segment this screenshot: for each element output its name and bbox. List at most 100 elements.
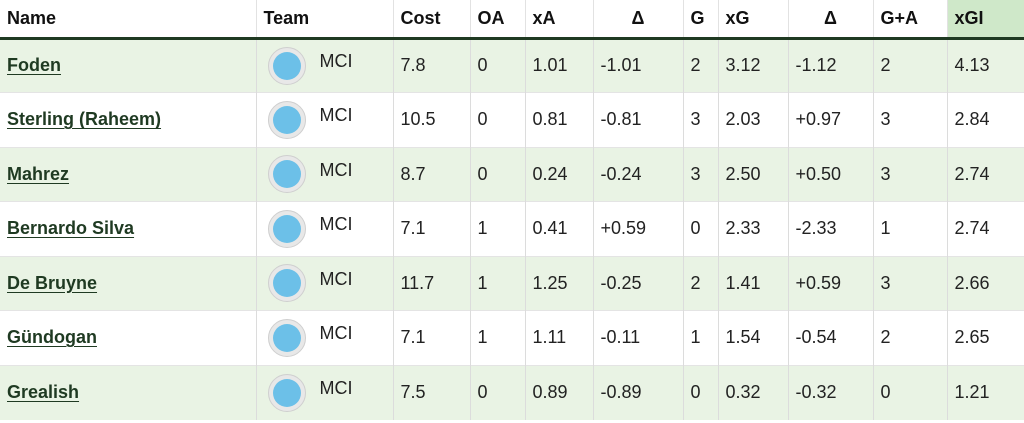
delta-g-cell: +0.97	[788, 92, 874, 147]
cost-cell: 7.5	[393, 364, 471, 420]
player-name-link[interactable]: Sterling (Raheem)	[7, 109, 162, 130]
xa-cell: 1.25	[525, 255, 594, 311]
player-name-link[interactable]: Bernardo Silva	[7, 218, 135, 239]
header-oa[interactable]: OA	[470, 0, 526, 40]
xa-cell: 0.89	[525, 364, 594, 420]
xgi-cell: 4.13	[947, 37, 1024, 93]
ga-cell: 2	[873, 310, 948, 365]
g-cell: 3	[683, 146, 719, 202]
xgi-cell: 2.66	[947, 255, 1024, 311]
oa-cell: 0	[470, 146, 526, 202]
xa-cell: 0.41	[525, 201, 594, 256]
cost-cell: 7.1	[393, 310, 471, 365]
player-name-link[interactable]: Mahrez	[7, 163, 70, 184]
delta-a-cell: -0.81	[593, 92, 684, 147]
header-xg[interactable]: xG	[718, 0, 789, 40]
oa-cell: 0	[470, 92, 526, 147]
team-cell: MCI	[256, 146, 394, 202]
table-row: Sterling (Raheem) MCI 10.5 0 0.81 -0.81 3 2.03 +…	[0, 92, 1024, 147]
cost-cell: 8.7	[393, 146, 471, 202]
ga-cell: 0	[873, 364, 948, 420]
delta-a-cell: -0.11	[593, 310, 684, 365]
header-cost[interactable]: Cost	[393, 0, 471, 40]
g-cell: 2	[683, 37, 719, 93]
team-wrap: MCI	[264, 209, 393, 248]
g-cell: 2	[683, 255, 719, 311]
ga-cell: 2	[873, 37, 948, 93]
player-name-cell: Mahrez	[0, 146, 257, 202]
header-g[interactable]: G	[683, 0, 719, 40]
ga-cell: 3	[873, 92, 948, 147]
xgi-cell: 2.65	[947, 310, 1024, 365]
team-cell: MCI	[256, 201, 394, 256]
team-badge-icon	[267, 264, 306, 303]
delta-g-cell: +0.59	[788, 255, 874, 311]
team-color-dot	[272, 51, 301, 80]
player-name-link[interactable]: Grealish	[7, 382, 80, 402]
player-name-link[interactable]: De Bruyne	[7, 272, 98, 293]
xg-cell: 3.12	[718, 37, 789, 93]
header-name[interactable]: Name	[0, 0, 257, 40]
team-cell: MCI	[256, 37, 394, 93]
header-ga[interactable]: G+A	[873, 0, 948, 40]
xg-cell: 2.03	[718, 92, 789, 147]
team-badge-icon	[267, 155, 306, 194]
delta-g-cell: -1.12	[788, 37, 874, 93]
xa-cell: 0.81	[525, 92, 594, 147]
player-name-cell: Foden	[0, 37, 257, 93]
g-cell: 0	[683, 201, 719, 256]
cost-cell: 7.8	[393, 37, 471, 93]
table-row: Mahrez MCI 8.7 0 0.24 -0.24 3 2.50 +0.50 3 2.74	[0, 146, 1024, 202]
xa-cell: 0.24	[525, 146, 594, 202]
ga-cell: 3	[873, 146, 948, 202]
header-delta-goals[interactable]: Δ	[788, 0, 874, 40]
team-badge-icon	[267, 46, 306, 85]
team-wrap: MCI	[264, 100, 393, 139]
header-xa[interactable]: xA	[525, 0, 594, 40]
team-code: MCI	[319, 105, 353, 126]
xgi-cell: 1.21	[947, 364, 1024, 420]
player-name-cell: Grealish	[0, 364, 257, 420]
team-code: MCI	[319, 51, 353, 72]
team-cell: MCI	[256, 92, 394, 147]
header-xgi[interactable]: xGI	[947, 0, 1024, 40]
cost-cell: 7.1	[393, 201, 471, 256]
team-code: MCI	[319, 214, 353, 235]
oa-cell: 1	[470, 201, 526, 256]
team-color-dot	[272, 323, 301, 352]
oa-cell: 1	[470, 255, 526, 311]
header-team[interactable]: Team	[256, 0, 394, 40]
team-wrap: MCI	[264, 155, 393, 194]
delta-a-cell: -1.01	[593, 37, 684, 93]
oa-cell: 1	[470, 310, 526, 365]
delta-g-cell: -0.32	[788, 364, 874, 420]
table-row: Foden MCI 7.8 0 1.01 -1.01 2 3.12 -1.12 2 4.13	[0, 37, 1024, 93]
team-color-dot	[272, 214, 301, 243]
cost-cell: 10.5	[393, 92, 471, 147]
cost-cell: 11.7	[393, 255, 471, 311]
xa-cell: 1.11	[525, 310, 594, 365]
header-delta-assists[interactable]: Δ	[593, 0, 684, 40]
delta-g-cell: -2.33	[788, 201, 874, 256]
team-code: MCI	[319, 268, 353, 289]
table-body: Foden MCI 7.8 0 1.01 -1.01 2 3.12 -1.12 2 4.13 Ster…	[0, 37, 1024, 420]
player-name-link[interactable]: Gündogan	[7, 327, 97, 348]
table-row: Bernardo Silva MCI 7.1 1 0.41 +0.59 0 2.33 -2.33…	[0, 201, 1024, 256]
g-cell: 3	[683, 92, 719, 147]
xg-cell: 1.41	[718, 255, 789, 311]
player-name-link[interactable]: Foden	[7, 55, 61, 76]
team-color-dot	[272, 378, 301, 407]
team-badge-icon	[267, 100, 306, 139]
xgi-cell: 2.74	[947, 146, 1024, 202]
team-cell: MCI	[256, 255, 394, 311]
delta-g-cell: -0.54	[788, 310, 874, 365]
team-code: MCI	[319, 159, 353, 180]
table-row: Grealish MCI 7.5 0 0.89 -0.89 0 0.32 -0.32 0 1.21	[0, 364, 1024, 420]
header-row: Name Team Cost OA xA Δ G xG Δ G+A xGI	[0, 0, 1024, 40]
g-cell: 0	[683, 364, 719, 420]
team-color-dot	[272, 269, 301, 298]
player-name-cell: Gündogan	[0, 310, 257, 365]
g-cell: 1	[683, 310, 719, 365]
team-cell: MCI	[256, 310, 394, 365]
